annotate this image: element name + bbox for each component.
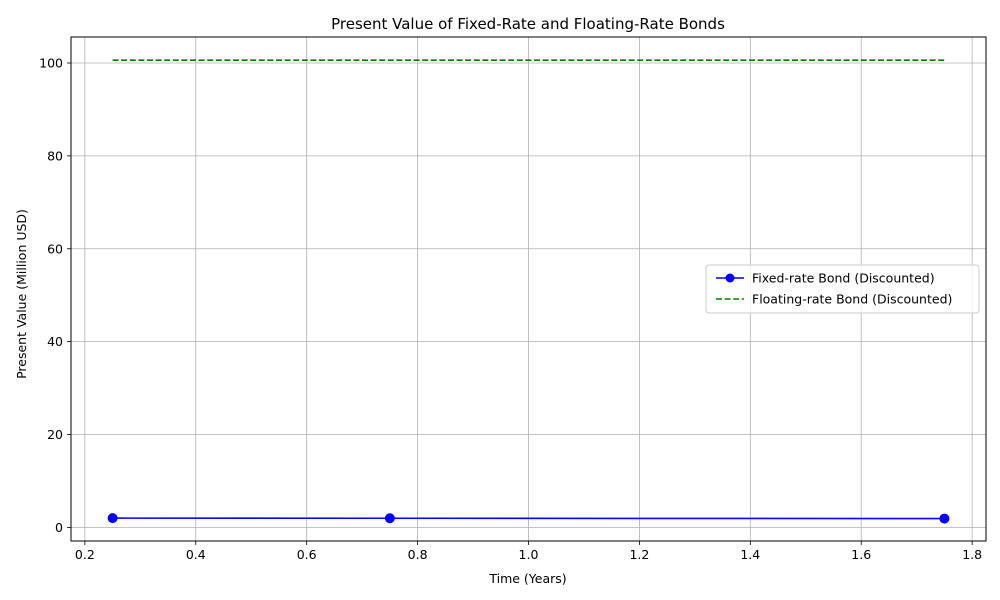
grid (71, 37, 986, 541)
y-tick-label: 40 (47, 334, 63, 349)
series-layer (107, 59, 950, 524)
x-tick-label: 1.2 (629, 547, 649, 562)
legend-label-1: Fixed-rate Bond (Discounted) (752, 271, 935, 286)
x-tick-label: 1.8 (962, 547, 982, 562)
chart-title: Present Value of Fixed-Rate and Floating… (331, 15, 725, 33)
legend-frame (705, 264, 980, 314)
x-tick-label: 0.8 (408, 547, 428, 562)
y-tick-label: 60 (47, 241, 63, 256)
axis-ticks: 0.2 0.4 0.6 0.8 1.0 1.2 1.4 1.6 1.8 0 20 40 60 80 100 (39, 56, 982, 562)
y-axis-label: Present Value (Million USD) (14, 209, 29, 379)
legend-marker-1 (725, 273, 735, 283)
series-1-point (384, 513, 395, 524)
y-tick-label: 80 (47, 148, 63, 163)
y-tick-label: 100 (39, 56, 63, 71)
legend: Fixed-rate Bond (Discounted) Floating-rat… (705, 264, 980, 314)
x-tick-label: 0.4 (186, 547, 206, 562)
y-tick-label: 20 (47, 427, 63, 442)
series-1-point (107, 513, 118, 524)
legend-label-2: Floating-rate Bond (Discounted) (752, 292, 952, 307)
x-tick-label: 0.2 (75, 547, 95, 562)
x-tick-label: 1.0 (519, 547, 539, 562)
x-tick-label: 0.6 (297, 547, 317, 562)
y-tick-label: 0 (55, 520, 63, 535)
x-tick-label: 1.6 (851, 547, 871, 562)
series-1-point (939, 513, 950, 524)
x-tick-label: 1.4 (740, 547, 760, 562)
x-axis-label: Time (Years) (488, 571, 566, 586)
